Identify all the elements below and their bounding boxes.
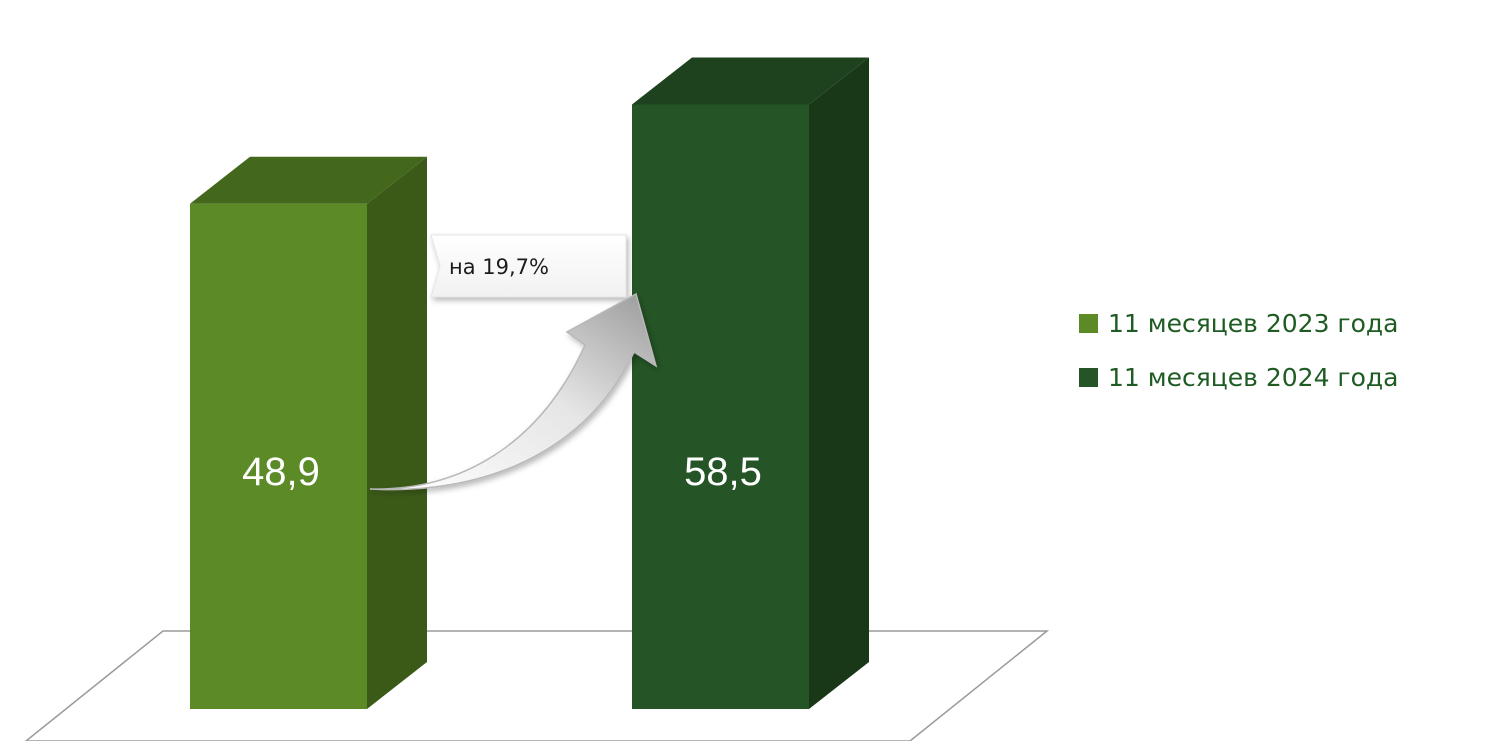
legend-label-2024: 11 месяцев 2024 года [1108,362,1399,392]
bar-2024-value-label: 58,5 [684,450,762,494]
bar-2023-top [190,156,427,204]
bar-chart: 48,9 58,5 на 19,7% [24,57,1050,741]
change-annotation-box [430,234,627,298]
bar-2023-side [367,156,427,709]
bar-2024-top [632,57,869,105]
legend-swatch-2023 [1079,313,1098,333]
chart-floor [24,630,1050,741]
bar-2024-front [632,104,809,709]
change-annotation: на 19,7% [430,234,627,298]
legend-swatch-2024 [1079,367,1098,387]
legend: 11 месяцев 2023 года 11 месяцев 2024 год… [1079,303,1398,411]
bar-2024 [632,57,869,709]
bar-2023-front [190,203,367,709]
legend-item-2024: 11 месяцев 2024 года [1079,357,1398,397]
growth-arrow-icon [369,292,658,491]
legend-label-2023: 11 месяцев 2023 года [1108,308,1399,338]
bar-2023 [190,156,427,709]
bar-2024-side [809,57,869,709]
change-annotation-text: на 19,7% [449,255,549,279]
legend-item-2023: 11 месяцев 2023 года [1079,303,1398,343]
bar-2023-value-label: 48,9 [242,450,320,494]
